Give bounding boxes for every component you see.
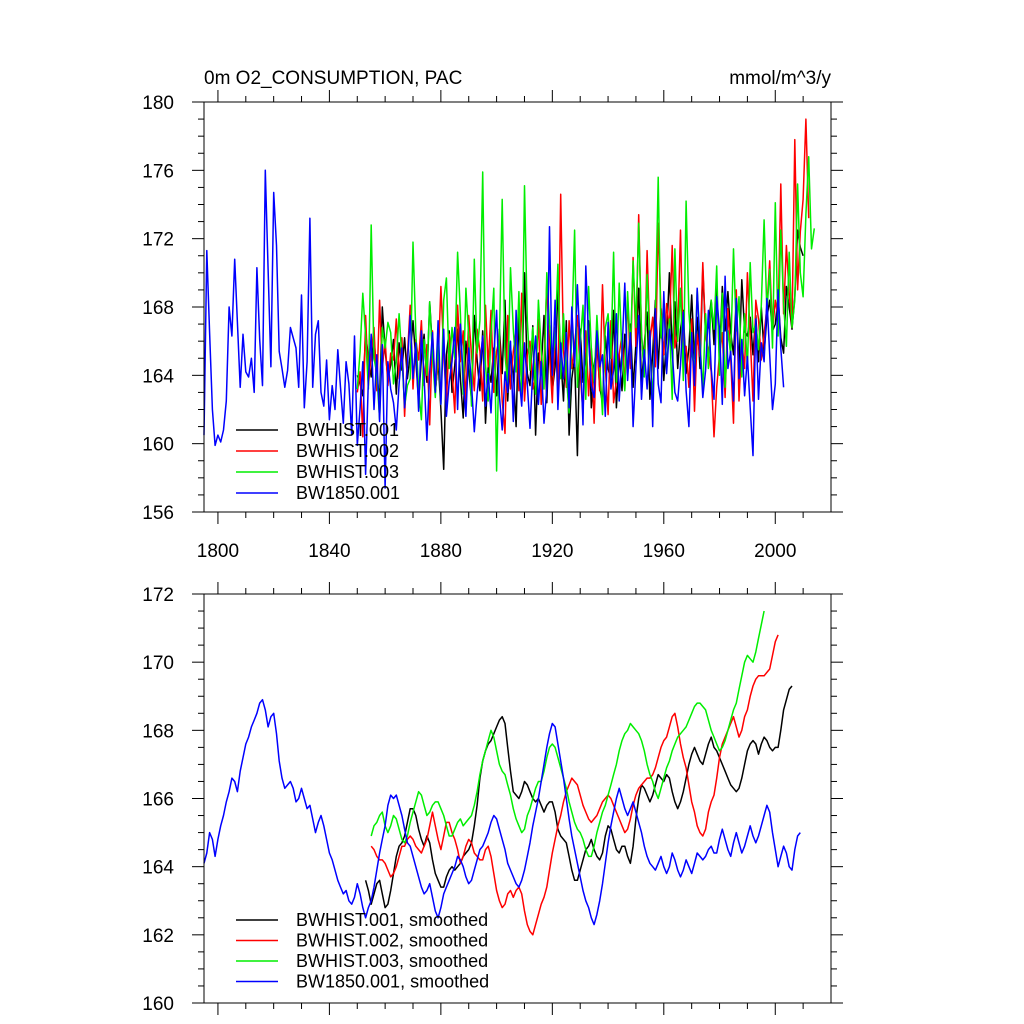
top-series-line-2 <box>356 155 816 472</box>
bottom-series-line-0 <box>364 685 793 909</box>
top-chart-units: mmol/m^3/y <box>729 68 831 89</box>
top-legend-label-2: BWHIST.003 <box>296 462 399 482</box>
bottom-y-tick-label: 162 <box>142 926 174 947</box>
bottom-legend-label-1: BWHIST.002, smoothed <box>296 931 488 951</box>
bottom-y-tick-label: 164 <box>142 858 174 879</box>
top-x-tick-label: 2000 <box>754 541 796 562</box>
top-y-tick-label: 176 <box>142 161 174 182</box>
bottom-y-tick-label: 160 <box>142 994 174 1015</box>
top-y-tick-label: 164 <box>142 366 174 387</box>
top-x-tick-label: 1880 <box>420 541 462 562</box>
top-legend-label-1: BWHIST.002 <box>296 441 399 461</box>
bottom-legend-label-2: BWHIST.003, smoothed <box>296 951 488 971</box>
top-y-tick-label: 160 <box>142 435 174 456</box>
bottom-y-tick-label: 166 <box>142 790 174 811</box>
bottom-legend-label-3: BW1850.001, smoothed <box>296 972 489 992</box>
bottom-y-tick-label: 172 <box>142 585 174 606</box>
bottom-legend-label-0: BWHIST.001, smoothed <box>296 910 488 930</box>
top-x-tick-label: 1960 <box>643 541 685 562</box>
bottom-series-line-3 <box>203 698 801 926</box>
top-x-tick-label: 1840 <box>308 541 350 562</box>
top-y-tick-label: 156 <box>142 503 174 524</box>
bottom-series-line-2 <box>370 610 765 858</box>
top-x-tick-label: 1800 <box>197 541 239 562</box>
bottom-y-tick-label: 170 <box>142 653 174 674</box>
bottom-y-tick-label: 168 <box>142 721 174 742</box>
top-legend-label-0: BWHIST.001 <box>296 420 399 440</box>
top-y-tick-label: 168 <box>142 298 174 319</box>
bottom-series-line-1 <box>370 634 779 936</box>
top-y-tick-label: 172 <box>142 230 174 251</box>
top-series-line-3 <box>203 169 785 489</box>
top-x-tick-label: 1920 <box>531 541 573 562</box>
top-y-tick-label: 180 <box>142 93 174 114</box>
top-chart-title: 0m O2_CONSUMPTION, PAC <box>204 68 462 89</box>
top-panel: 0m O2_CONSUMPTION, PAC mmol/m^3/y 1800 18… <box>142 68 843 562</box>
bottom-panel: 160 162 164 166 168 170 172 BWHIST.001, smoothe… <box>142 582 843 1015</box>
top-legend-label-3: BW1850.001 <box>296 483 400 503</box>
